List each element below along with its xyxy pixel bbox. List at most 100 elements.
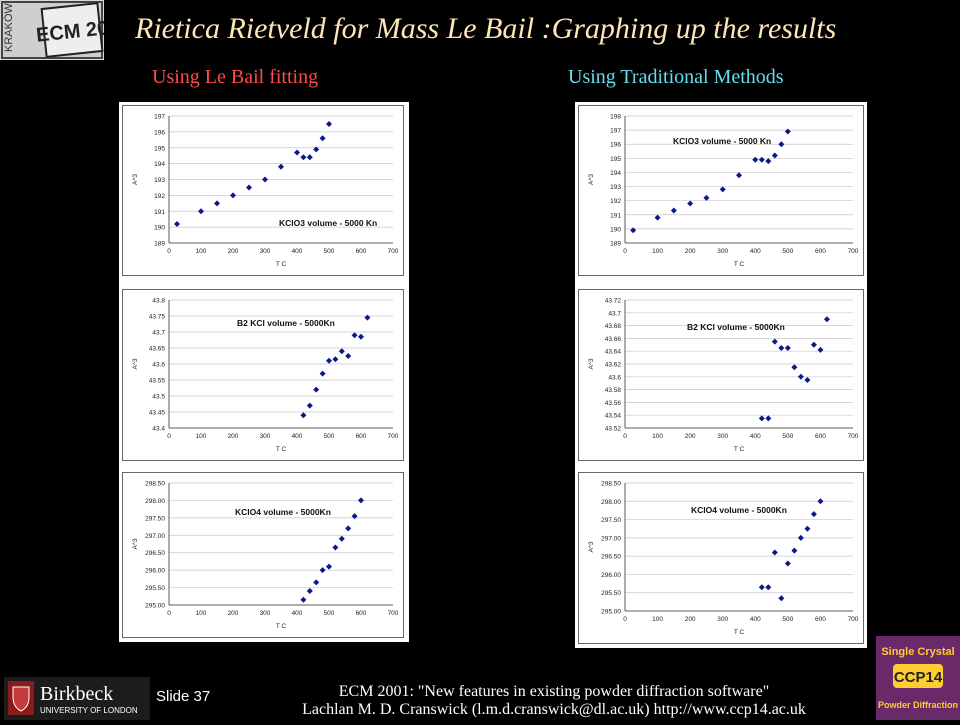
data-point bbox=[246, 184, 252, 191]
data-point bbox=[338, 348, 345, 355]
chart-lebail-kcl: 43.4 43.45 43.5 43.55 43.6 43.65 43.7 43.75 43.8… bbox=[122, 289, 404, 461]
y-tick-label: 43.72 bbox=[605, 298, 622, 305]
ccp14-logo: Single Crystal CCP14 Powder Diffraction bbox=[876, 636, 960, 720]
x-axis-label: T C bbox=[276, 446, 287, 453]
x-tick-label: 400 bbox=[292, 433, 303, 440]
data-point bbox=[797, 373, 804, 380]
data-point bbox=[784, 345, 791, 351]
data-point bbox=[804, 525, 811, 532]
data-point bbox=[358, 333, 364, 340]
data-point bbox=[778, 345, 785, 351]
data-point bbox=[364, 314, 371, 321]
x-tick-label: 600 bbox=[815, 248, 826, 255]
x-tick-label: 0 bbox=[623, 248, 627, 255]
y-tick-label: 297.50 bbox=[145, 515, 165, 522]
data-point bbox=[358, 497, 364, 504]
x-tick-label: 600 bbox=[815, 433, 826, 440]
y-tick-label: 192 bbox=[154, 193, 165, 200]
data-point bbox=[313, 579, 320, 586]
data-point bbox=[791, 547, 798, 554]
x-tick-label: 500 bbox=[324, 610, 335, 617]
x-axis-label: T C bbox=[734, 629, 745, 636]
y-tick-label: 43.75 bbox=[149, 314, 166, 321]
y-tick-label: 194 bbox=[610, 170, 621, 177]
data-point bbox=[804, 377, 811, 383]
y-tick-label: 43.4 bbox=[152, 426, 165, 433]
y-tick-label: 43.64 bbox=[605, 349, 622, 356]
y-tick-label: 196 bbox=[154, 129, 165, 136]
chart-lebail-kclo4: 295.00 295.50 296.00 296.50 297.00 297.50 298.… bbox=[122, 472, 404, 638]
x-tick-label: 400 bbox=[750, 616, 761, 623]
footer-conference: ECM 2001: "New features in existing powd… bbox=[338, 683, 770, 700]
x-tick-label: 100 bbox=[652, 248, 663, 255]
x-tick-label: 100 bbox=[196, 610, 207, 617]
data-point bbox=[778, 595, 785, 602]
y-tick-label: 295.50 bbox=[145, 585, 165, 592]
data-point bbox=[703, 194, 710, 201]
x-tick-label: 600 bbox=[815, 616, 826, 623]
x-axis-label: T C bbox=[734, 261, 745, 268]
data-point bbox=[758, 415, 765, 422]
y-tick-label: 296.00 bbox=[145, 568, 165, 575]
ccp14-main-text: CCP14 bbox=[894, 669, 943, 686]
y-tick-label: 43.58 bbox=[605, 387, 622, 394]
y-tick-label: 198 bbox=[610, 114, 621, 121]
y-tick-label: 296.50 bbox=[601, 554, 621, 561]
data-point bbox=[810, 341, 817, 348]
data-point bbox=[771, 152, 778, 159]
y-tick-label: 295.50 bbox=[601, 590, 621, 597]
data-point bbox=[198, 208, 204, 215]
x-tick-label: 500 bbox=[782, 616, 793, 623]
data-point bbox=[332, 544, 339, 551]
data-point bbox=[262, 176, 268, 183]
data-point bbox=[326, 357, 332, 364]
data-point bbox=[306, 588, 313, 595]
x-tick-label: 100 bbox=[196, 433, 207, 440]
ccp14-bottom-text: Powder Diffraction bbox=[878, 700, 958, 710]
data-point bbox=[338, 535, 345, 542]
y-tick-label: 43.6 bbox=[152, 362, 165, 369]
y-tick-label: 191 bbox=[610, 212, 621, 219]
data-point bbox=[771, 549, 778, 556]
data-point bbox=[351, 513, 358, 520]
x-tick-label: 700 bbox=[388, 433, 399, 440]
data-point bbox=[791, 364, 798, 371]
data-point bbox=[810, 511, 817, 518]
data-point bbox=[765, 584, 772, 591]
y-tick-label: 296.00 bbox=[601, 572, 621, 579]
data-point bbox=[784, 560, 791, 567]
ecm-2001-logo: KRAKÓW 2001 ECM 20 bbox=[0, 0, 109, 60]
data-point bbox=[817, 498, 824, 505]
subtitle-traditional-label: Traditional Methods bbox=[620, 66, 784, 88]
x-tick-label: 100 bbox=[196, 248, 207, 255]
y-tick-label: 43.52 bbox=[605, 426, 622, 433]
subtitle-traditional: Using Traditional Methods bbox=[568, 66, 784, 89]
y-axis-label: A^3 bbox=[132, 538, 139, 549]
y-axis-label: A^3 bbox=[588, 358, 595, 369]
data-point bbox=[771, 338, 778, 345]
y-tick-label: 195 bbox=[154, 145, 165, 152]
data-point bbox=[654, 214, 661, 221]
subtitle-le-bail: Using Le Bail fitting bbox=[152, 66, 319, 88]
chart-svg: 43.4 43.45 43.5 43.55 43.6 43.65 43.7 43.75 43.8… bbox=[132, 298, 399, 454]
data-point bbox=[214, 200, 220, 207]
chart-lebail-kclo3: 189 190 191 192 193 194 195 196 197 0 100 200 300 400… bbox=[122, 105, 404, 276]
x-axis-label: T C bbox=[276, 261, 287, 268]
subtitle-traditional-prefix: Using bbox=[568, 66, 621, 88]
y-tick-label: 298.00 bbox=[601, 499, 621, 506]
x-tick-label: 300 bbox=[260, 610, 271, 617]
y-tick-label: 43.55 bbox=[149, 378, 166, 385]
logo-year: KRAKÓW 2001 bbox=[2, 0, 15, 52]
y-tick-label: 193 bbox=[610, 184, 621, 191]
birkbeck-logo: Birkbeck UNIVERSITY OF LONDON bbox=[4, 677, 150, 720]
y-tick-label: 297.00 bbox=[601, 535, 621, 542]
y-tick-label: 296.50 bbox=[145, 550, 165, 557]
x-tick-label: 0 bbox=[167, 433, 171, 440]
y-tick-label: 298.50 bbox=[145, 481, 165, 488]
data-point bbox=[326, 563, 332, 570]
y-tick-label: 43.66 bbox=[605, 336, 622, 343]
data-point bbox=[332, 356, 339, 363]
x-tick-label: 200 bbox=[685, 433, 696, 440]
y-tick-label: 43.62 bbox=[605, 362, 622, 369]
y-axis-label: A^3 bbox=[132, 174, 139, 185]
